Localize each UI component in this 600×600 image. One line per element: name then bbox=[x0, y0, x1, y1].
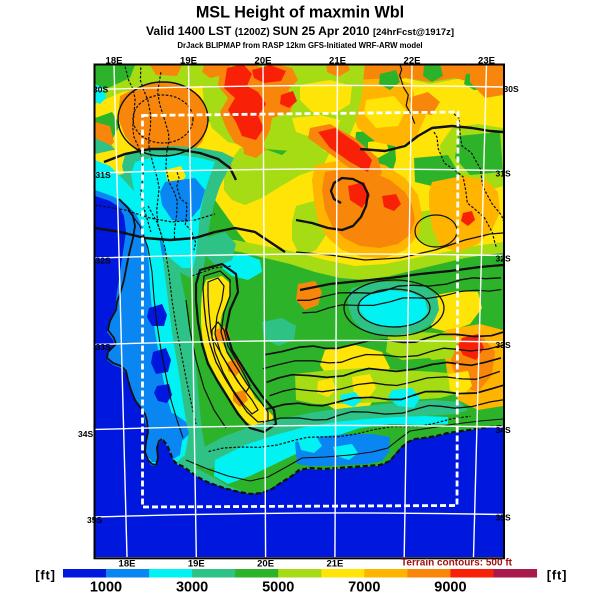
svg-text:33S: 33S bbox=[96, 342, 111, 352]
svg-text:Valid 1400 LST (1200Z) SUN 25: Valid 1400 LST (1200Z) SUN 25 Apr 2010 [… bbox=[146, 24, 454, 38]
svg-text:18E: 18E bbox=[106, 56, 123, 67]
svg-text:19E: 19E bbox=[188, 559, 205, 570]
svg-text:9000: 9000 bbox=[434, 580, 466, 596]
svg-text:32S: 32S bbox=[496, 254, 511, 264]
svg-text:32S: 32S bbox=[96, 256, 111, 266]
svg-text:3000: 3000 bbox=[176, 580, 208, 596]
svg-text:7000: 7000 bbox=[348, 580, 380, 596]
svg-text:21E: 21E bbox=[326, 559, 343, 570]
svg-text:[ft]: [ft] bbox=[35, 568, 56, 583]
svg-text:20E: 20E bbox=[257, 559, 274, 570]
svg-text:Terrain contours: 500 ft: Terrain contours: 500 ft bbox=[401, 558, 513, 569]
svg-text:20E: 20E bbox=[255, 56, 272, 67]
svg-text:MSL Height of maxmin Wbl: MSL Height of maxmin Wbl bbox=[196, 4, 404, 22]
svg-text:19E: 19E bbox=[180, 56, 197, 67]
svg-text:23E: 23E bbox=[478, 56, 495, 67]
svg-text:DrJack BLIPMAP from RASP 12km: DrJack BLIPMAP from RASP 12km GFS-Initia… bbox=[177, 41, 422, 50]
svg-text:35S: 35S bbox=[87, 515, 102, 525]
svg-text:30S: 30S bbox=[504, 84, 519, 94]
svg-text:30S: 30S bbox=[93, 85, 108, 95]
svg-text:21E: 21E bbox=[329, 56, 346, 67]
svg-text:5000: 5000 bbox=[262, 580, 294, 596]
svg-text:31S: 31S bbox=[496, 169, 511, 179]
svg-text:34S: 34S bbox=[496, 425, 511, 435]
svg-text:[ft]: [ft] bbox=[547, 568, 568, 583]
svg-text:1000: 1000 bbox=[90, 580, 122, 596]
svg-text:34S: 34S bbox=[78, 429, 93, 439]
svg-text:33S: 33S bbox=[496, 340, 511, 350]
svg-text:22E: 22E bbox=[404, 56, 421, 67]
svg-text:18E: 18E bbox=[119, 559, 136, 570]
svg-text:35S: 35S bbox=[496, 513, 511, 523]
svg-text:31S: 31S bbox=[96, 170, 111, 180]
